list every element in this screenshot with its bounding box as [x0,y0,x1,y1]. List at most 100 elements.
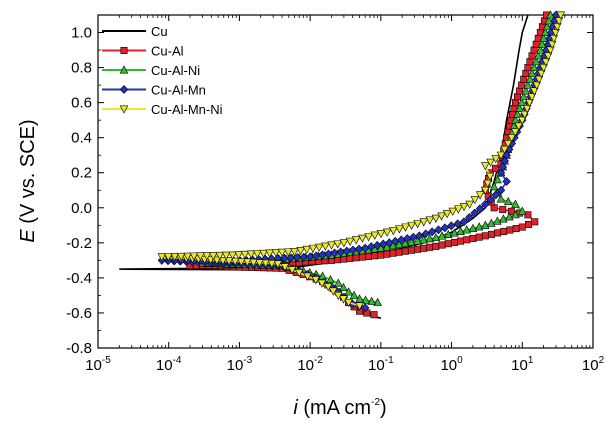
series-cu [119,14,529,319]
data-point [539,64,548,73]
data-point [267,260,277,269]
data-point [496,151,506,160]
data-point [361,295,370,304]
data-point [407,221,416,230]
data-point [273,260,283,269]
data-point [407,246,415,254]
data-point [462,225,472,234]
data-point [202,252,212,261]
legend-marker [120,46,128,54]
data-point [528,52,536,60]
data-point [459,203,469,212]
data-point [491,190,500,200]
data-point [490,204,498,212]
data-point [499,214,508,223]
data-point [401,247,409,255]
x-tick-label: 10-1 [368,355,394,374]
data-point [525,220,533,228]
data-point [539,33,548,42]
data-point [447,221,456,231]
data-point [255,259,264,268]
data-point [463,236,471,244]
data-point [413,220,422,229]
x-axis-title: i (mA cm-2) [293,397,386,419]
data-point [419,218,429,227]
data-point [413,236,422,245]
plot-frame [97,14,594,349]
data-point [339,239,349,248]
data-point [389,227,398,236]
data-point [481,220,490,229]
data-point [376,230,386,239]
data-point [326,275,335,284]
data-point [311,276,321,285]
data-point [228,251,237,260]
data-point [414,245,422,253]
data-point [314,243,324,252]
data-point [395,225,404,234]
data-point [486,158,495,167]
data-point [525,74,535,83]
data-point [511,99,519,107]
data-point [514,122,524,131]
data-point [448,207,458,216]
data-point [333,291,343,301]
y-tick-label: 0.0 [71,200,92,217]
data-point [317,279,327,288]
data-point [517,97,526,107]
data-point [507,207,515,215]
data-point [512,225,520,233]
data-point [280,253,289,263]
data-point [546,46,555,55]
data-point [425,216,435,225]
legend-label: Cu-Al-Mn [151,83,206,98]
y-tick-label: 0.4 [71,130,92,147]
data-point [296,247,305,256]
data-point [434,225,443,235]
data-point [183,252,192,261]
data-point [230,257,240,266]
legend-item: Cu-Al-Mn [102,83,206,98]
legend-label: Cu-Al-Mn-Ni [151,102,223,117]
legend-label: Cu-Al [151,44,184,59]
data-point [527,93,537,102]
data-point [549,34,559,44]
legend-marker [119,65,129,74]
data-point [515,103,524,112]
data-point [481,199,490,209]
data-point [496,194,506,203]
data-point [344,287,353,296]
data-point [542,22,552,31]
data-point [425,234,435,243]
data-point [547,40,557,49]
series-line [119,14,529,319]
data-point [389,249,397,257]
x-tick-label: 10-4 [156,355,182,374]
data-point [344,298,353,308]
data-point [516,87,524,95]
data-point [454,205,463,214]
data-point [383,250,391,258]
series-layer [119,10,566,319]
data-point [505,212,514,221]
y-tick-label: -0.2 [66,235,92,252]
data-point [163,253,173,262]
data-point [483,179,492,188]
data-point [419,235,428,244]
data-point [370,311,378,319]
data-point [465,212,474,222]
series-cu-al [186,11,550,319]
legend-item: Cu-Al-Mn-Ni [102,102,223,117]
data-point [468,223,478,232]
data-point [327,241,336,250]
data-point [533,51,543,60]
legend-marker [119,85,129,94]
data-point [346,254,354,262]
data-point [481,186,490,195]
data-point [243,258,252,267]
data-point [518,81,526,89]
data-point [401,238,410,247]
data-point [503,140,513,149]
data-point [551,29,560,38]
